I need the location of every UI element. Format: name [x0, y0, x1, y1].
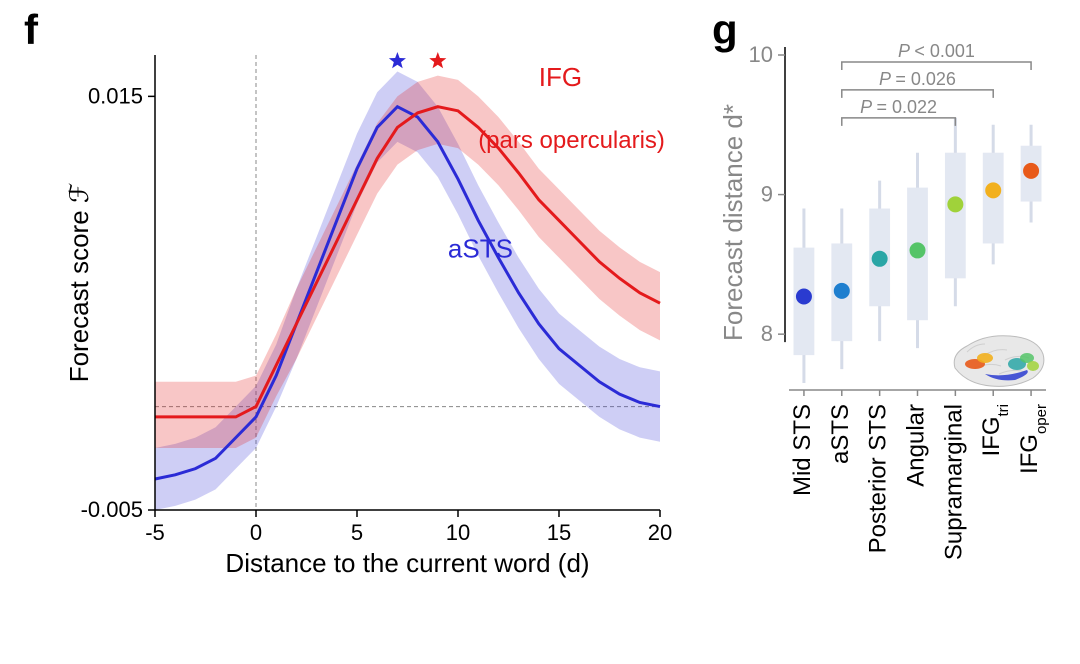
- svg-text:(pars opercularis): (pars opercularis): [478, 127, 665, 154]
- panel-label-f: f: [24, 6, 38, 54]
- svg-text:5: 5: [351, 520, 363, 545]
- svg-text:-0.005: -0.005: [81, 497, 143, 522]
- svg-text:9: 9: [761, 182, 773, 207]
- chart-f: IFG (pars opercularis) aSTS -5 0 5 10 15 20 -0.00…: [60, 30, 680, 590]
- svg-text:10: 10: [749, 42, 773, 67]
- svg-text:10: 10: [446, 520, 470, 545]
- chart-g: 8 9 10 Forecast distance d* Mid STS aSTS Poste…: [720, 30, 1060, 590]
- svg-text:15: 15: [547, 520, 571, 545]
- svg-text:P = 0.026: P = 0.026: [879, 69, 956, 89]
- chart-f-svg: IFG (pars opercularis) aSTS -5 0 5 10 15 20 -0.00…: [60, 30, 680, 590]
- svg-text:Forecast score ℱ: Forecast score ℱ: [64, 183, 94, 383]
- svg-text:0.015: 0.015: [88, 83, 143, 108]
- svg-text:aSTS: aSTS: [827, 404, 854, 464]
- svg-text:IFGoper: IFGoper: [1016, 404, 1050, 474]
- svg-text:8: 8: [761, 321, 773, 346]
- svg-text:P < 0.001: P < 0.001: [898, 41, 975, 61]
- svg-text:aSTS: aSTS: [448, 234, 513, 264]
- svg-text:20: 20: [648, 520, 672, 545]
- svg-text:Posterior STS: Posterior STS: [865, 404, 892, 553]
- svg-text:IFGtri: IFGtri: [978, 404, 1012, 457]
- svg-text:Mid STS: Mid STS: [789, 404, 816, 496]
- svg-text:Forecast distance d*: Forecast distance d*: [720, 104, 748, 341]
- svg-text:Angular: Angular: [903, 404, 930, 487]
- svg-text:Distance to the current word (: Distance to the current word (d): [225, 548, 589, 578]
- svg-text:IFG: IFG: [539, 62, 582, 92]
- svg-text:0: 0: [250, 520, 262, 545]
- svg-text:P = 0.022: P = 0.022: [860, 97, 937, 117]
- chart-g-svg: 8 9 10 Forecast distance d* Mid STS aSTS Poste…: [720, 30, 1060, 590]
- svg-text:-5: -5: [145, 520, 165, 545]
- svg-text:Supramarginal: Supramarginal: [940, 404, 967, 560]
